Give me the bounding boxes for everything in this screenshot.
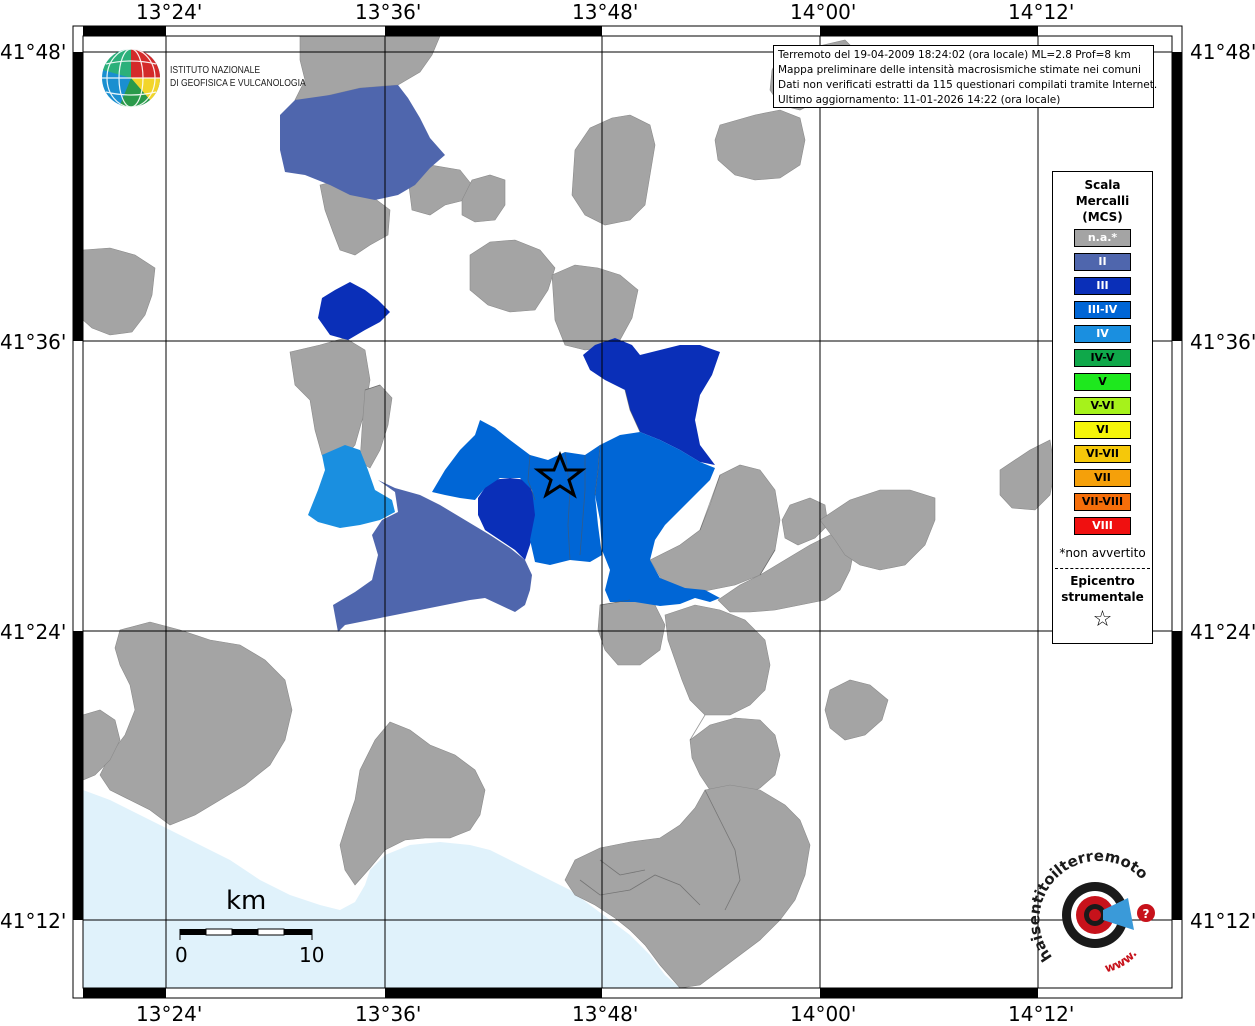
scale-unit-label: km <box>226 886 267 916</box>
legend-swatch: III-IV <box>1074 301 1131 319</box>
legend-epicenter-label: Epicentro strumentale <box>1053 573 1152 605</box>
legend-swatch: II <box>1074 253 1131 271</box>
sea-area <box>83 790 680 988</box>
event-info-line: Ultimo aggiornamento: 11-01-2026 14:22 (… <box>778 94 1061 106</box>
lat-label-left: 41°12' <box>0 909 67 933</box>
lat-label-right: 41°12' <box>1190 909 1255 933</box>
legend-swatch: VII <box>1074 469 1131 487</box>
mcs-legend: Scala Mercalli (MCS) n.a.* II III III-IV IV I… <box>1052 171 1153 644</box>
event-info-line: Mappa preliminare delle intensità macros… <box>778 64 1141 76</box>
event-info-line: Terremoto del 19-04-2009 18:24:02 (ora l… <box>778 49 1131 61</box>
haisentito-logo-icon: ? <box>1062 882 1155 948</box>
lon-label-bottom: 14°00' <box>790 1002 857 1026</box>
lon-label-bottom: 13°48' <box>572 1002 639 1026</box>
lon-label-top: 13°48' <box>572 0 639 24</box>
legend-epicenter-line: strumentale <box>1061 590 1144 604</box>
svg-text:?: ? <box>1143 907 1150 921</box>
legend-title-line: Mercalli <box>1075 194 1130 208</box>
legend-note: *non avvertito <box>1059 546 1146 560</box>
lat-label-left: 41°48' <box>0 40 67 64</box>
legend-title-line: Scala <box>1084 178 1121 192</box>
lon-label-top: 14°00' <box>790 0 857 24</box>
lon-label-top: 13°24' <box>136 0 203 24</box>
legend-title-line: (MCS) <box>1082 210 1123 224</box>
lon-label-top: 14°12' <box>1008 0 1075 24</box>
municipalities-mcs-III <box>318 282 720 560</box>
scale-bar <box>179 928 313 940</box>
legend-divider <box>1055 568 1150 569</box>
legend-swatch: IV <box>1074 325 1131 343</box>
legend-swatch: VIII <box>1074 517 1131 535</box>
municipalities-mcs-II <box>280 85 532 632</box>
ingv-logo-icon <box>102 48 161 108</box>
lat-label-right: 41°48' <box>1190 40 1255 64</box>
lon-label-top: 13°36' <box>355 0 422 24</box>
legend-swatch: IV-V <box>1074 349 1131 367</box>
legend-star-icon: ☆ <box>1092 607 1113 632</box>
legend-title: Scala Mercalli (MCS) <box>1053 177 1152 225</box>
lon-label-bottom: 13°36' <box>355 1002 422 1026</box>
scale-min-label: 0 <box>175 943 188 967</box>
scale-max-label: 10 <box>299 943 325 967</box>
legend-swatch: V-VI <box>1074 397 1131 415</box>
municipalities-mcs-IV <box>308 445 395 528</box>
event-info-box: Terremoto del 19-04-2009 18:24:02 (ora l… <box>773 45 1158 108</box>
lat-label-left: 41°24' <box>0 620 67 644</box>
lat-label-left: 41°36' <box>0 330 67 354</box>
event-info-line: Dati non verificati estratti da 115 ques… <box>778 79 1158 91</box>
municipalities-na <box>83 36 1056 988</box>
legend-swatch: VII-VIII <box>1074 493 1131 511</box>
map-frame-ticks <box>73 26 1182 998</box>
epicenter-star-icon <box>533 450 587 499</box>
legend-swatch: n.a.* <box>1074 229 1131 247</box>
lat-label-right: 41°36' <box>1190 330 1255 354</box>
legend-swatch: VI <box>1074 421 1131 439</box>
ingv-logo-text: ISTITUTO NAZIONALE DI GEOFISICA E VULCAN… <box>170 64 306 90</box>
legend-swatch: III <box>1074 277 1131 295</box>
legend-swatch: VI-VII <box>1074 445 1131 463</box>
legend-swatch: V <box>1074 373 1131 391</box>
lat-label-right: 41°24' <box>1190 620 1255 644</box>
lon-label-bottom: 13°24' <box>136 1002 203 1026</box>
legend-epicenter-line: Epicentro <box>1070 574 1135 588</box>
ingv-line-1: ISTITUTO NAZIONALE <box>170 65 261 76</box>
lon-label-bottom: 14°12' <box>1008 1002 1075 1026</box>
ingv-line-2: DI GEOFISICA E VULCANOLOGIA <box>170 78 306 89</box>
